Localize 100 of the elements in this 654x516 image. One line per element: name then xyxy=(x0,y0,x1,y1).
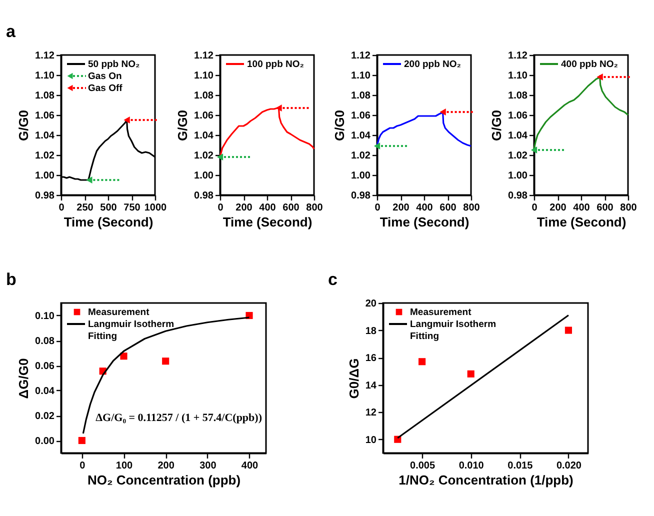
legend-label: Measurement xyxy=(88,307,150,318)
legend-label: 400 ppb NO₂ xyxy=(561,59,618,70)
x-tick-label: 200 xyxy=(236,202,253,214)
y-tick-label: 1.10 xyxy=(35,70,55,82)
x-tick-label: 0.010 xyxy=(458,460,484,472)
x-tick-label: 750 xyxy=(124,202,141,214)
y-tick-label: 12 xyxy=(365,408,377,419)
y-axis-title: G/G0 xyxy=(332,110,348,142)
y-axis-title: G/G0 xyxy=(489,110,504,142)
point xyxy=(120,352,128,360)
x-tick-label: 800 xyxy=(620,202,638,214)
legend-label: 100 ppb NO₂ xyxy=(247,59,304,70)
x-axis-title: Time (Second) xyxy=(64,214,154,230)
y-tick-label: 1.02 xyxy=(508,150,528,162)
y-tick-label: 1.08 xyxy=(35,90,55,102)
x-tick-label: 250 xyxy=(76,202,94,214)
point xyxy=(78,436,86,444)
y-tick-label: 1.12 xyxy=(351,50,371,62)
text: b xyxy=(6,270,16,289)
y-tick-label: 1.06 xyxy=(194,110,214,122)
x-tick-label: 0 xyxy=(218,202,224,214)
y-tick-label: 0.02 xyxy=(35,411,55,422)
y-tick-label: 0.08 xyxy=(35,336,55,347)
x-tick-label: 0.020 xyxy=(556,460,582,472)
text: c xyxy=(328,270,338,289)
y-tick-label: 20 xyxy=(365,298,377,310)
x-axis-title: 1/NO₂ Concentration (1/ppb) xyxy=(398,472,574,488)
x-tick-label: 600 xyxy=(440,202,457,214)
x-tick-label: 600 xyxy=(282,202,300,214)
y-tick-label: 1.04 xyxy=(508,130,528,142)
x-tick-label: 200 xyxy=(158,460,175,472)
x-tick-label: 1000 xyxy=(144,202,168,214)
y-tick-label: 1.10 xyxy=(508,70,528,82)
y-tick-label: 1.06 xyxy=(35,110,55,122)
y-tick-label: 1.00 xyxy=(35,170,55,182)
y-tick-label: 10 xyxy=(365,434,377,446)
y-tick-label: 1.02 xyxy=(351,150,371,162)
y-tick-label: 1.12 xyxy=(194,50,214,62)
y-tick-label: 1.06 xyxy=(508,110,528,122)
legend-label: Gas Off xyxy=(88,83,124,94)
y-tick-label: 0.10 xyxy=(35,311,55,322)
x-tick-label: 600 xyxy=(596,202,614,214)
x-axis-title: Time (Second) xyxy=(222,214,312,230)
y-axis-title: ΔG/G0 xyxy=(16,358,32,399)
y-tick-label: 1.02 xyxy=(35,150,55,162)
y-tick-label: 1.04 xyxy=(35,130,55,142)
y-tick-label: 0.04 xyxy=(35,386,55,397)
x-tick-label: 0 xyxy=(374,202,381,214)
x-tick-label: 400 xyxy=(573,202,590,214)
y-axis-title: G/G0 xyxy=(175,110,190,142)
point xyxy=(564,326,572,334)
x-axis-title: Time (Second) xyxy=(380,214,470,230)
y-tick-label: 1.00 xyxy=(351,170,371,182)
y-tick-label: 0.98 xyxy=(351,190,371,202)
x-tick-label: 0.015 xyxy=(508,460,534,472)
y-tick-label: 1.12 xyxy=(35,50,55,62)
y-tick-label: 0.00 xyxy=(35,436,55,447)
text: a xyxy=(6,22,16,41)
y-tick-label: 1.08 xyxy=(508,90,528,102)
y-tick-label: 14 xyxy=(365,380,377,392)
x-tick-label: 200 xyxy=(550,202,567,214)
legend-label: Langmuir Isotherm Fitting xyxy=(88,319,174,342)
x-tick-label: 500 xyxy=(100,202,118,214)
y-tick-label: 1.02 xyxy=(194,150,214,162)
x-axis-title: NO₂ Concentration (ppb) xyxy=(87,472,241,488)
y-tick-label: 16 xyxy=(365,353,377,364)
point xyxy=(162,358,170,365)
annotation: ΔG/G₀ = 0.11257 / (1 + 57.4/C(ppb)) xyxy=(96,412,262,424)
y-tick-label: 1.12 xyxy=(508,50,528,62)
y-tick-label: 0.06 xyxy=(35,361,55,372)
x-tick-label: 800 xyxy=(306,202,324,214)
legend-label: Gas On xyxy=(88,71,122,82)
x-tick-label: 300 xyxy=(200,460,217,472)
x-tick-label: 400 xyxy=(241,460,259,472)
x-tick-label: 0 xyxy=(58,202,65,214)
x-tick-label: 0 xyxy=(80,460,86,472)
point xyxy=(467,370,474,378)
legend-label: 50 ppb NO₂ xyxy=(88,59,140,70)
x-tick-label: 0 xyxy=(532,202,538,214)
x-tick-label: 400 xyxy=(416,202,434,214)
x-tick-label: 0.005 xyxy=(410,460,436,472)
y-axis-title: G0/ΔG xyxy=(346,358,362,399)
y-tick-label: 18 xyxy=(365,326,377,337)
x-tick-label: 100 xyxy=(116,460,134,472)
y-tick-label: 1.04 xyxy=(351,130,371,142)
y-tick-label: 0.98 xyxy=(508,190,528,202)
x-tick-label: 400 xyxy=(259,202,276,214)
y-tick-label: 1.04 xyxy=(194,130,214,142)
y-tick-label: 1.00 xyxy=(508,170,528,182)
legend-label: Measurement xyxy=(410,307,472,318)
legend-label: 200 ppb NO₂ xyxy=(404,59,462,70)
y-tick-label: 0.98 xyxy=(194,190,214,202)
y-tick-label: 1.08 xyxy=(194,90,214,102)
point xyxy=(418,358,426,366)
x-axis-title: Time (Second) xyxy=(536,214,626,230)
x-tick-label: 200 xyxy=(392,202,410,214)
y-tick-label: 1.10 xyxy=(194,70,214,82)
y-tick-label: 0.98 xyxy=(35,190,55,202)
y-tick-label: 1.10 xyxy=(351,70,371,82)
y-axis-title: G/G0 xyxy=(16,110,32,142)
